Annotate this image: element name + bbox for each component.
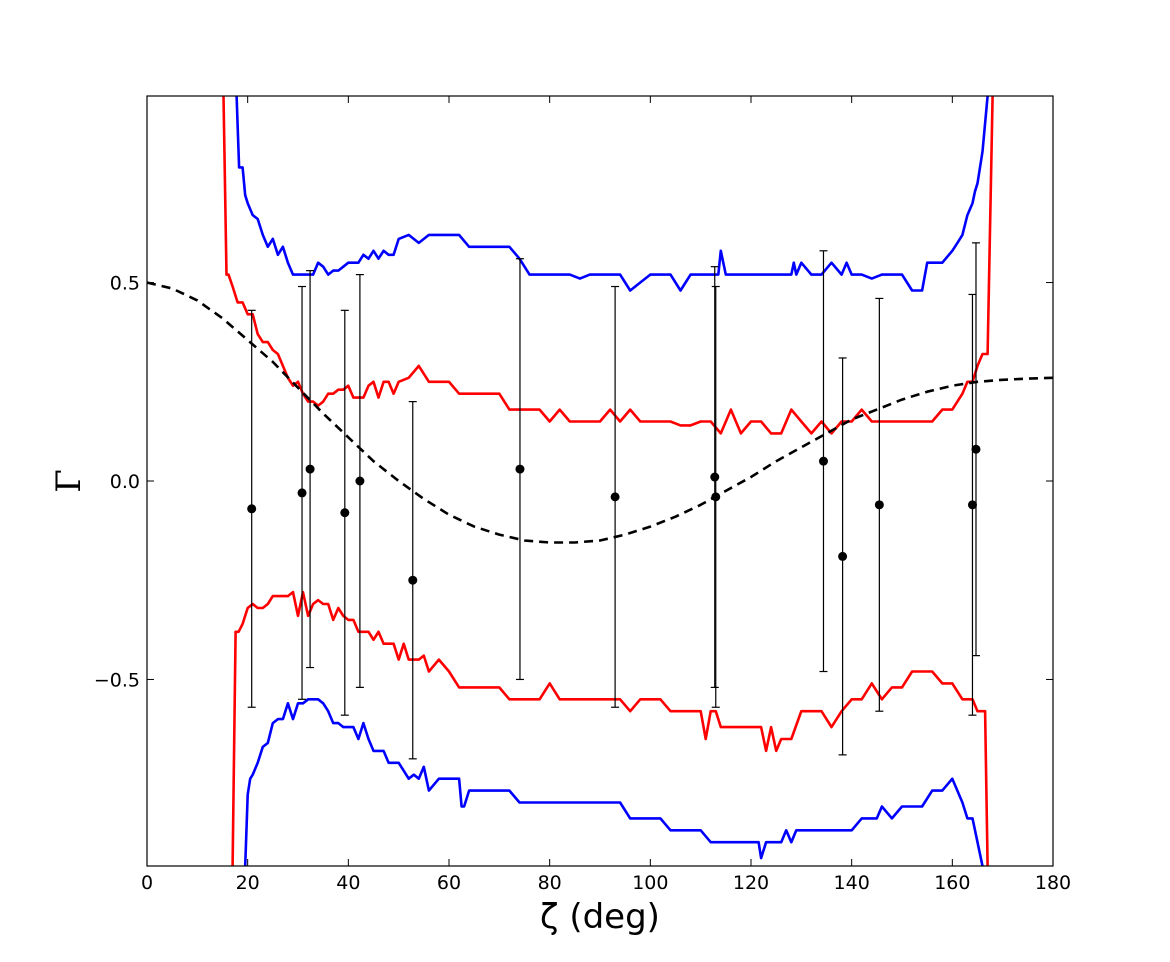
data-marker bbox=[247, 504, 257, 514]
series-line-black-dashed-4 bbox=[147, 281, 1053, 544]
data-point-11 bbox=[838, 357, 848, 756]
data-point-12 bbox=[874, 297, 884, 712]
y-tick-label: 0.0 bbox=[110, 471, 140, 493]
data-point-6 bbox=[515, 258, 525, 681]
y-tick-label: 0.5 bbox=[110, 273, 140, 295]
plot-frame bbox=[146, 95, 1054, 867]
y-axis-label: Γ bbox=[49, 469, 89, 493]
data-point-3 bbox=[340, 309, 350, 716]
data-marker bbox=[874, 500, 884, 510]
data-point-0 bbox=[247, 309, 257, 708]
ticks-layer: 0 20 40 60 80 100 120 140 160 180 −0.5 0.0 0.5 bbox=[94, 96, 1071, 894]
x-tick-label: 0 bbox=[141, 872, 153, 894]
x-tick-label: 40 bbox=[336, 872, 360, 894]
data-marker bbox=[971, 444, 981, 454]
data-point-1 bbox=[297, 285, 307, 700]
data-point-13 bbox=[967, 293, 977, 716]
data-point-14 bbox=[971, 242, 981, 657]
data-marker bbox=[818, 456, 828, 466]
x-tick-label: 140 bbox=[834, 872, 870, 894]
x-tick-label: 120 bbox=[733, 872, 769, 894]
data-marker bbox=[711, 492, 721, 502]
x-tick-label: 20 bbox=[236, 872, 260, 894]
points-layer bbox=[247, 242, 981, 760]
data-point-2 bbox=[305, 270, 315, 669]
data-point-5 bbox=[408, 401, 418, 760]
data-point-10 bbox=[818, 250, 828, 673]
series-layer bbox=[147, 96, 1053, 866]
series-line-blue-solid-1 bbox=[243, 698, 984, 866]
data-point-4 bbox=[355, 274, 365, 688]
x-tick-label: 100 bbox=[632, 872, 668, 894]
data-marker bbox=[838, 551, 848, 561]
data-marker bbox=[297, 488, 307, 498]
y-tick-label: −0.5 bbox=[94, 669, 140, 691]
data-marker bbox=[340, 508, 350, 518]
series-line-red-solid-2 bbox=[222, 96, 994, 435]
data-marker bbox=[355, 476, 365, 486]
data-point-7 bbox=[610, 285, 620, 708]
data-marker bbox=[305, 464, 315, 474]
series-line-blue-solid-0 bbox=[235, 96, 989, 292]
data-marker bbox=[967, 500, 977, 510]
x-tick-label: 80 bbox=[538, 872, 562, 894]
series-line-red-solid-3 bbox=[231, 590, 989, 866]
x-tick-label: 60 bbox=[437, 872, 461, 894]
x-tick-label: 180 bbox=[1035, 872, 1071, 894]
data-marker bbox=[610, 492, 620, 502]
x-tick-label: 160 bbox=[934, 872, 970, 894]
data-point-9 bbox=[711, 285, 721, 708]
data-marker bbox=[710, 472, 720, 482]
data-point-8 bbox=[710, 266, 720, 688]
x-axis-label: ζ (deg) bbox=[540, 897, 660, 937]
data-marker bbox=[515, 464, 525, 474]
data-marker bbox=[408, 575, 418, 585]
